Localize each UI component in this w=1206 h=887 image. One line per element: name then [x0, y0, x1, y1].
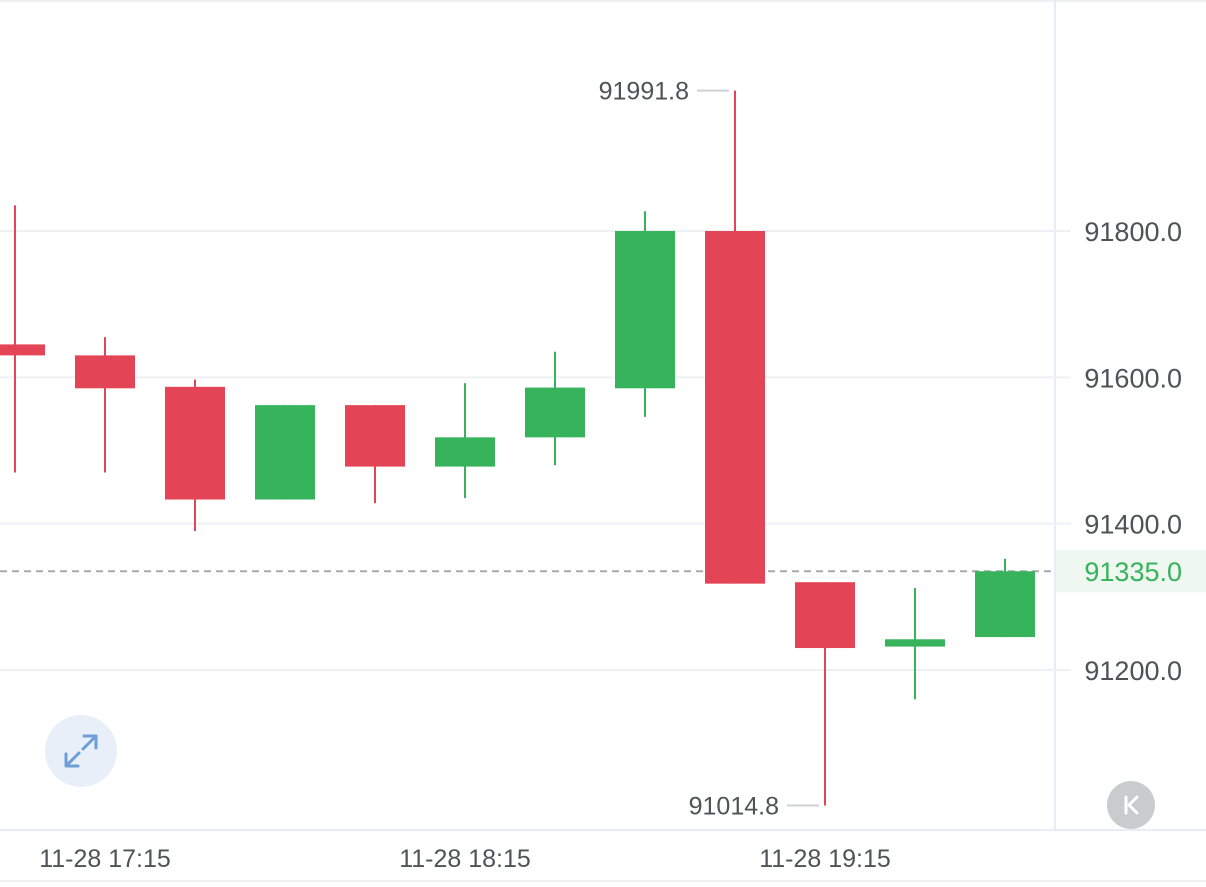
candle	[795, 582, 855, 806]
current-price-tag-bg	[1056, 550, 1206, 593]
candle	[435, 383, 495, 499]
candle-body	[705, 231, 765, 584]
x-tick-label: 11-28 19:15	[759, 845, 891, 873]
candle-body	[435, 437, 495, 467]
candle-body	[615, 231, 675, 389]
candle	[255, 405, 315, 500]
candle-body	[255, 405, 315, 500]
candle-layer	[0, 90, 1035, 806]
candle	[75, 337, 135, 473]
candle	[885, 588, 945, 700]
label-layer: 91800.0 91600.0 91400.0 91200.0 11-28 17:15 1…	[39, 78, 1182, 873]
current-price-label: 91335.0	[1084, 557, 1182, 587]
candle-body	[975, 571, 1035, 638]
candle-body	[0, 344, 45, 356]
x-tick-label: 11-28 18:15	[399, 845, 531, 873]
candle	[345, 405, 405, 504]
candle-body	[795, 582, 855, 649]
y-tick-label: 91400.0	[1084, 510, 1182, 540]
candle	[0, 205, 45, 473]
x-tick-label: 11-28 17:15	[39, 845, 171, 873]
candle-body	[345, 405, 405, 467]
candle	[525, 351, 585, 466]
expand-chart-button[interactable]	[45, 715, 117, 787]
low-marker-label: 91014.8	[689, 793, 779, 821]
expand-arrows-icon	[64, 734, 98, 768]
candle-body	[165, 386, 225, 500]
candle	[615, 211, 675, 417]
y-tick-label: 91800.0	[1084, 217, 1182, 247]
back-to-latest-icon	[1124, 795, 1139, 815]
candle	[705, 90, 765, 584]
candle	[975, 558, 1035, 638]
y-tick-label: 91600.0	[1084, 363, 1182, 393]
candle-body	[525, 387, 585, 438]
candle-body	[75, 355, 135, 389]
y-tick-label: 91200.0	[1084, 656, 1182, 686]
back-to-latest-button[interactable]	[1107, 781, 1155, 829]
candle	[165, 379, 225, 531]
high-marker-label: 91991.8	[599, 78, 689, 106]
candle-body	[885, 639, 945, 647]
